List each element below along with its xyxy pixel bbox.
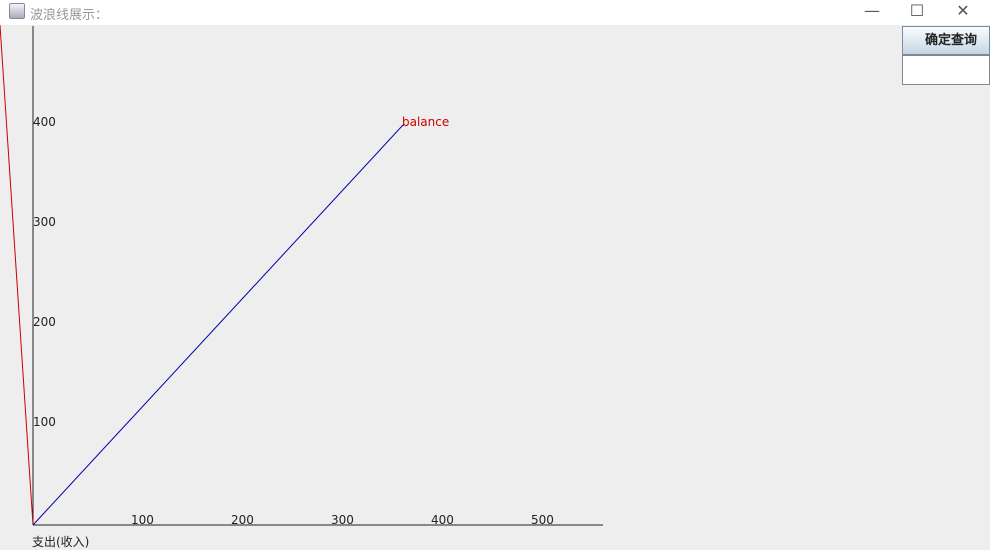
series-line-1 bbox=[32, 124, 404, 526]
y-tick-label: 100 bbox=[33, 415, 56, 429]
minimize-button[interactable]: — bbox=[864, 1, 880, 20]
y-tick-label: 400 bbox=[33, 115, 56, 129]
x-tick-label: 100 bbox=[131, 513, 154, 527]
query-button[interactable]: 确定查询 bbox=[902, 26, 990, 55]
y-tick-label: 200 bbox=[33, 315, 56, 329]
x-tick-label: 400 bbox=[431, 513, 454, 527]
title-bar: 波浪线展示： — ☐ ✕ bbox=[0, 0, 990, 25]
x-tick-label: 200 bbox=[231, 513, 254, 527]
x-tick-label: 500 bbox=[531, 513, 554, 527]
window-title: 波浪线展示： bbox=[30, 8, 109, 23]
y-tick-label: 300 bbox=[33, 215, 56, 229]
query-input[interactable] bbox=[902, 55, 990, 85]
java-app-icon bbox=[9, 3, 25, 19]
x-tick-label: 300 bbox=[331, 513, 354, 527]
close-button[interactable]: ✕ bbox=[956, 1, 970, 20]
series-line-0 bbox=[0, 24, 34, 526]
maximize-button[interactable]: ☐ bbox=[909, 1, 925, 20]
series-label: balance bbox=[402, 115, 449, 129]
